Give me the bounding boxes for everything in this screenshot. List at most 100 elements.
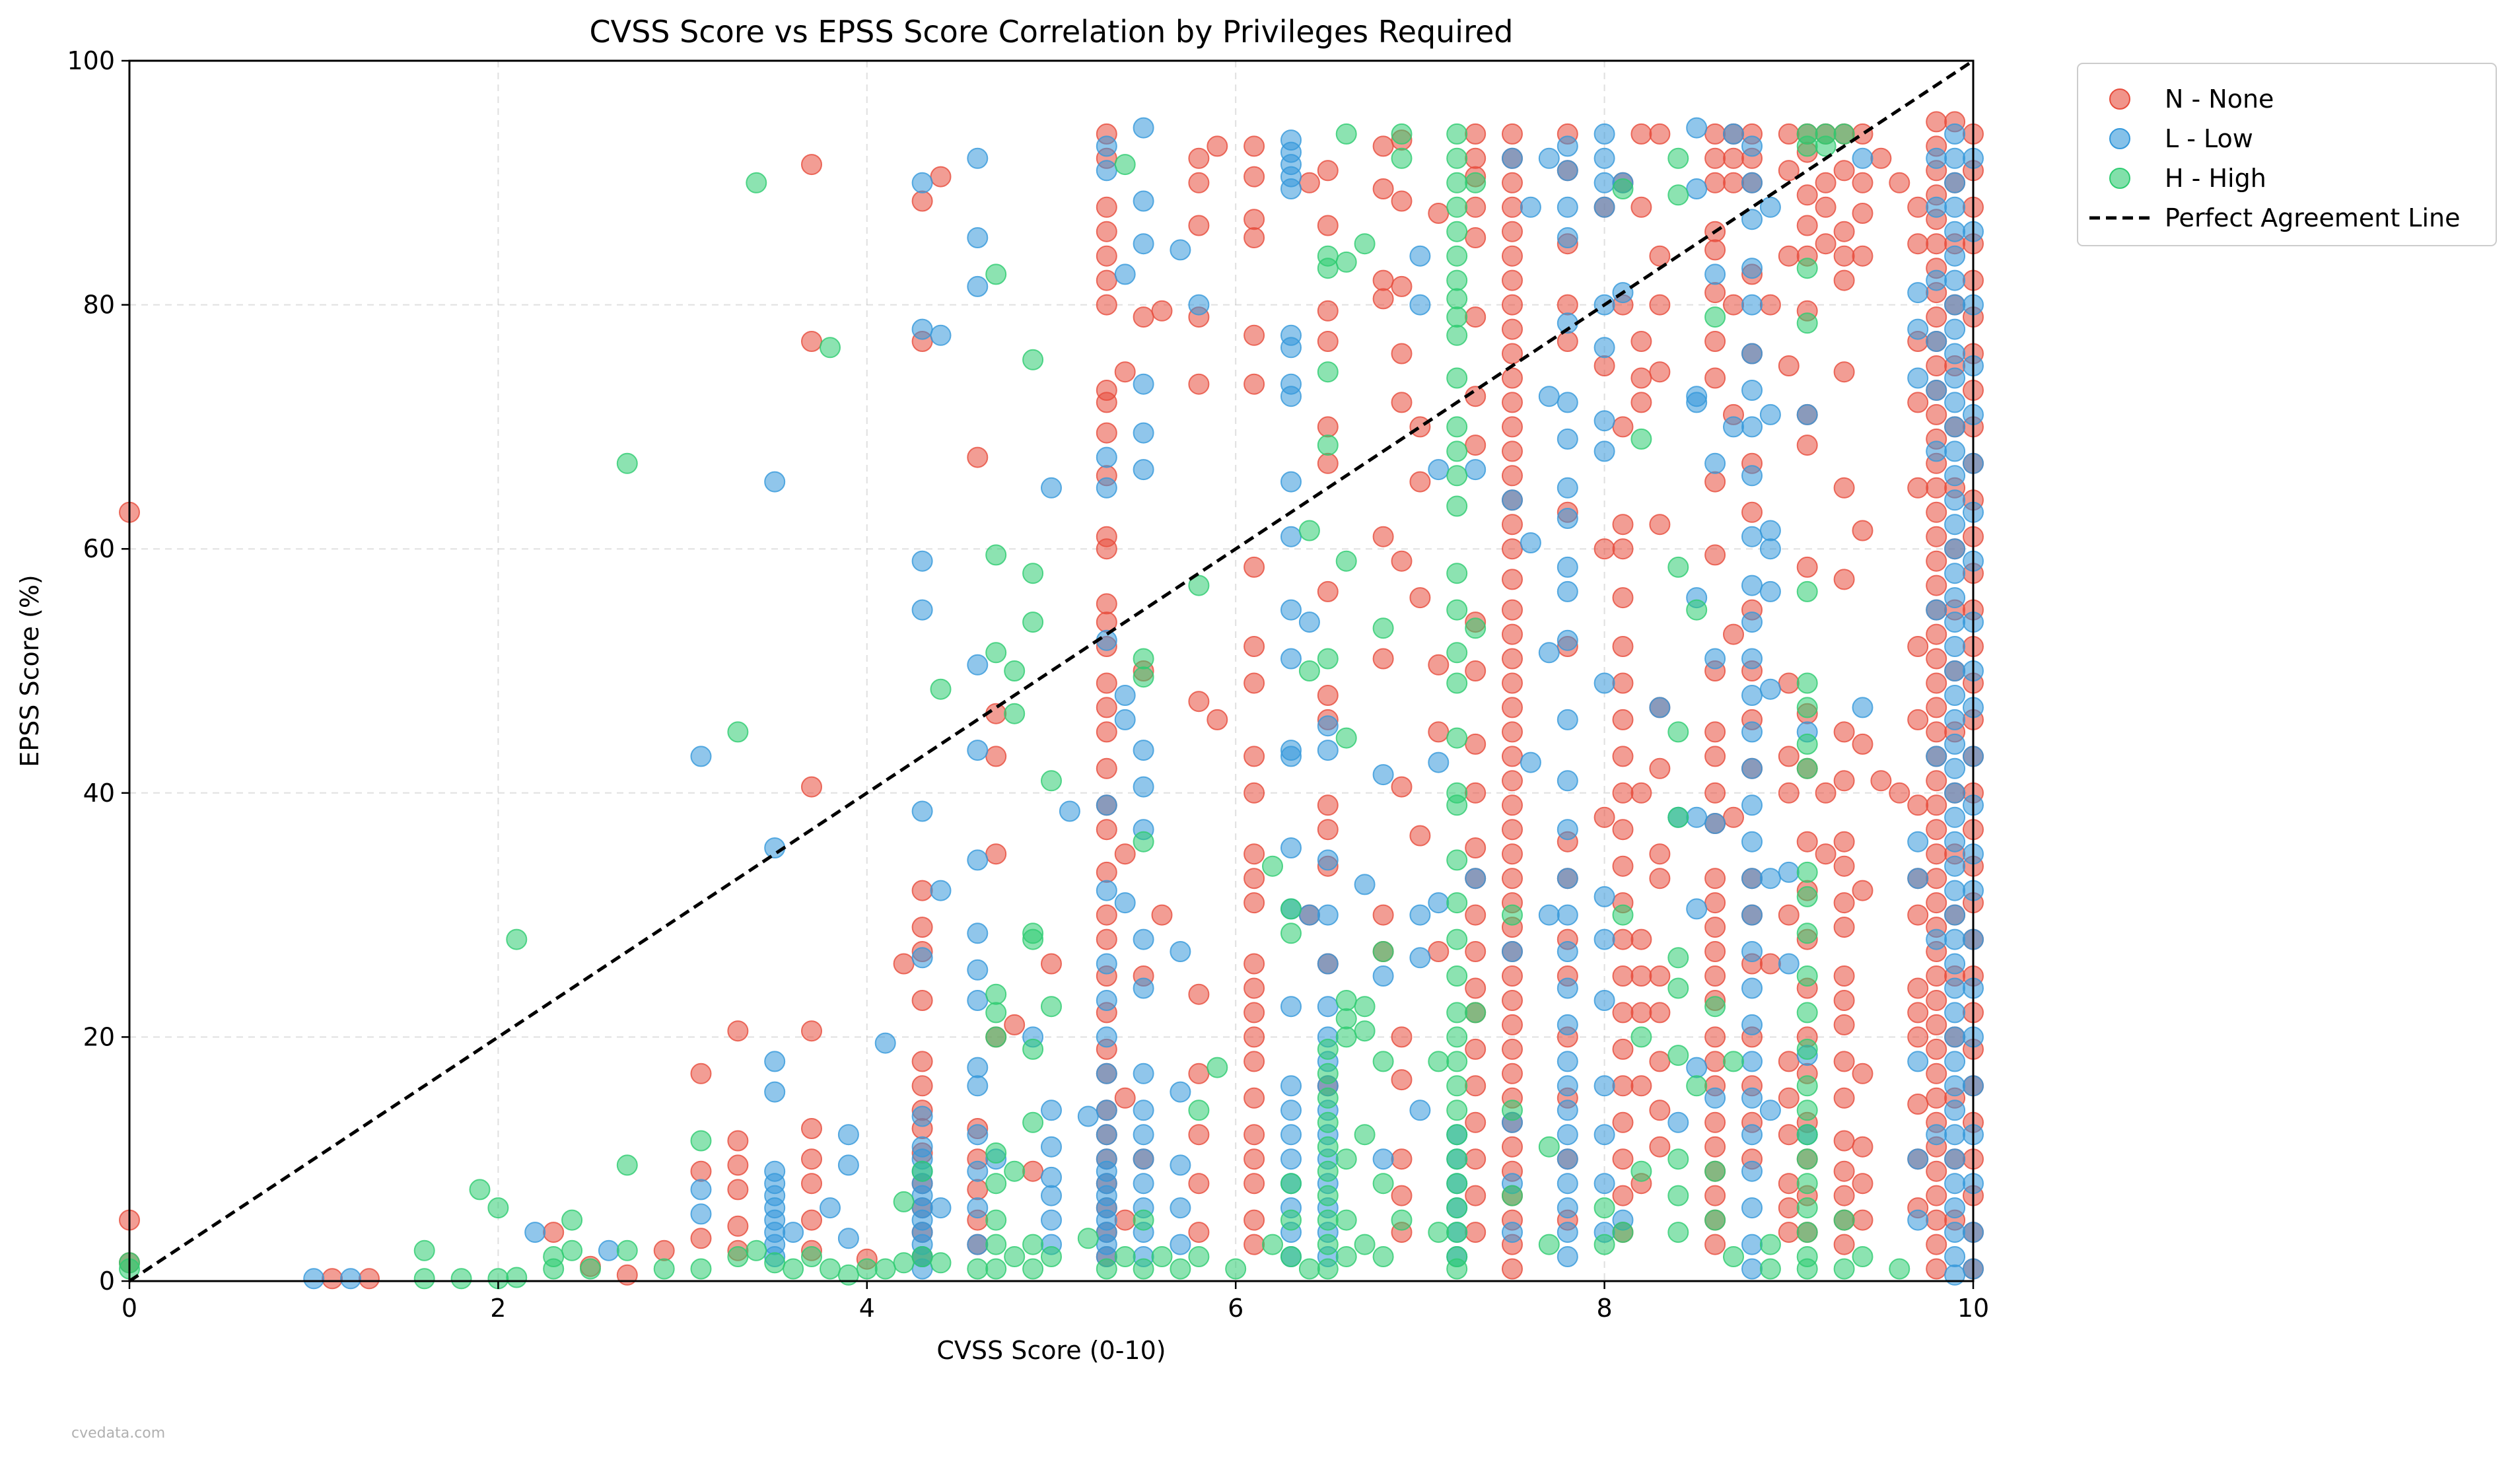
series-none-point [1815,172,1837,193]
series-low-point [1096,446,1117,468]
series-high-point [487,1197,509,1219]
series-high-point [1317,648,1339,670]
series-low-point [1280,1124,1302,1146]
series-low-point [1298,904,1320,926]
series-none-point [1243,892,1265,914]
series-low-point [1944,1173,1966,1195]
series-none-point [1502,245,1523,267]
series-low-point [1649,697,1671,718]
series-none-point [1465,147,1487,169]
series-none-point [1630,782,1652,804]
series-high-point [1391,147,1413,169]
series-none-point [1502,623,1523,645]
series-none-point [1096,757,1117,779]
series-high-point [1280,923,1302,944]
series-low-point [1593,1124,1615,1146]
series-high-point [561,1239,583,1261]
series-none-point [1243,868,1265,890]
series-none-point [1926,1038,1947,1060]
series-none-point [1428,654,1450,676]
series-high-point [1022,1111,1044,1133]
series-none-point [1465,1038,1487,1060]
series-high-point [1796,1100,1818,1121]
series-high-point [1446,1197,1468,1219]
series-low-point [1557,508,1578,529]
series-none-point [1593,538,1615,560]
series-low-point [1944,147,1966,169]
series-high-point [1502,904,1523,926]
series-low-point [911,599,933,621]
series-low-point [1133,928,1154,950]
series-low-point [1096,1100,1117,1121]
series-none-point [1649,245,1671,267]
series-high-point [1446,221,1468,242]
series-none-point [727,1154,749,1176]
series-none-point [1926,868,1947,890]
series-high-point [1796,1173,1818,1195]
series-low-point [1944,221,1966,242]
series-none-point [1243,1173,1265,1195]
series-low-point [1944,514,1966,536]
series-high-point [1759,1234,1781,1255]
series-none-point [616,1264,638,1286]
series-high-point [1317,1160,1339,1182]
series-low-point [1502,1222,1523,1243]
series-low-point [1114,892,1136,914]
series-group [303,117,1984,1290]
series-none-point [1096,928,1117,950]
series-low-point [1041,477,1062,499]
series-none-point [1502,416,1523,438]
series-low-point [1557,556,1578,578]
series-low-point [1077,1105,1099,1127]
series-none-point [1612,782,1634,804]
series-low-point [911,800,933,822]
series-none-point [1704,965,1726,987]
series-low-point [1944,757,1966,779]
series-none-point [1852,203,1873,224]
series-high-point [1114,154,1136,176]
series-high-point [1280,1246,1302,1267]
series-none-point [1502,868,1523,890]
series-none-point [1114,361,1136,383]
series-low-point [1907,868,1929,890]
series-high-point [1612,1222,1634,1243]
series-low-point [1557,1148,1578,1170]
series-high-point [1833,1209,1855,1231]
legend-marker-low [2109,128,2130,149]
series-high-point [1446,306,1468,328]
series-low-point [1133,740,1154,761]
series-none-point [1907,1002,1929,1024]
series-none-point [1612,514,1634,536]
series-high-point [1796,1148,1818,1170]
series-low-point [1409,904,1431,926]
series-low-point [1557,629,1578,651]
series-low-point [1686,806,1708,828]
series-high-point [1298,1258,1320,1280]
series-none-point [1926,794,1947,816]
series-none-point [1372,288,1394,310]
series-none-point [1465,196,1487,218]
y-tick-label: 80 [83,291,115,320]
series-none-point [1391,1148,1413,1170]
series-low-point [1170,941,1191,962]
series-none-point [1465,306,1487,328]
series-low-point [967,654,989,676]
series-high-point [1796,923,1818,944]
series-none-point [1612,965,1634,987]
series-none-point [1391,1185,1413,1206]
series-none-point [1833,269,1855,291]
series-none-point [1243,1087,1265,1109]
series-low-point [1502,941,1523,962]
series-none-point [1704,1234,1726,1255]
series-none-point [1778,672,1800,694]
series-low-point [1041,1209,1062,1231]
series-low-point [1538,642,1560,664]
series-low-point [1944,294,1966,316]
series-none-point [1502,721,1523,743]
series-none-point [1612,538,1634,560]
series-none-point [1391,343,1413,365]
series-none-point [1465,435,1487,456]
series-high-point [1833,1258,1855,1280]
series-low-point [1944,733,1966,755]
series-none-point [1630,367,1652,389]
